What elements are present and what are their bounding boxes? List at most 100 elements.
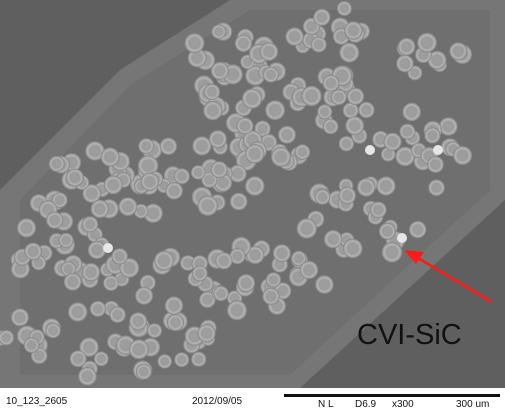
fiber-core	[208, 106, 217, 115]
bright-particle	[433, 145, 443, 155]
fiber-core	[161, 358, 168, 365]
fiber-core	[149, 209, 158, 218]
fiber-core	[387, 247, 397, 257]
fiber-core	[400, 152, 410, 161]
fiber-core	[247, 94, 257, 104]
fiber-core	[35, 352, 43, 360]
fiber-core	[49, 327, 57, 334]
fiber-core	[315, 41, 323, 48]
fiber-core	[178, 356, 185, 364]
fiber-core	[350, 121, 359, 130]
fiber-core	[458, 151, 467, 160]
fiber-core	[216, 67, 224, 75]
fiber-core	[250, 149, 259, 158]
fiber-core	[208, 88, 216, 96]
fiber-core	[239, 39, 248, 48]
fiber-core	[118, 275, 126, 283]
fiber-core	[345, 48, 354, 57]
fiber-core	[73, 307, 82, 317]
fiber-core	[184, 259, 192, 267]
fiber-core	[171, 318, 180, 327]
fiber-core	[164, 142, 173, 151]
fiber-core	[95, 204, 104, 213]
fiber-core	[145, 177, 154, 186]
fiber-core	[53, 160, 61, 168]
fiber-core	[71, 173, 79, 182]
fiber-core	[231, 294, 238, 302]
fiber-core	[68, 278, 77, 286]
fiber-core	[385, 151, 392, 158]
fiber-core	[444, 122, 453, 131]
fiber-core	[388, 137, 397, 146]
fiber-core	[415, 147, 422, 154]
fiber-core	[299, 148, 306, 156]
fiber-core	[170, 301, 178, 310]
fiber-core	[203, 296, 211, 304]
fiber-core	[343, 191, 352, 200]
fiber-core	[137, 208, 145, 215]
sem-info-bar	[0, 388, 505, 415]
fiber-core	[327, 79, 335, 87]
fiber-core	[233, 169, 242, 178]
fiber-core	[160, 182, 168, 189]
fiber-core	[29, 247, 37, 256]
fiber-core	[109, 180, 118, 189]
fiber-core	[267, 71, 275, 79]
fiber-core	[83, 372, 92, 381]
fiber-core	[22, 223, 31, 233]
fiber-core	[228, 70, 238, 79]
fiber-core	[383, 227, 392, 235]
fiber-core	[321, 108, 329, 116]
fiber-core	[307, 91, 317, 101]
fiber-core	[234, 197, 243, 206]
fiber-core	[264, 47, 273, 56]
fiber-core	[40, 249, 48, 257]
fiber-core	[343, 140, 350, 147]
fiber-core	[114, 311, 122, 319]
fiber-core	[362, 106, 370, 114]
fiber-core	[335, 93, 343, 101]
fiber-core	[35, 259, 42, 266]
fiber-core	[143, 161, 153, 171]
fiber-core	[329, 235, 338, 244]
fiber-core	[3, 334, 10, 342]
fiber-core	[351, 92, 360, 101]
fiber-core	[270, 276, 277, 284]
fiber-core	[220, 257, 228, 265]
fiber-core	[196, 270, 204, 277]
fiber-core	[196, 259, 204, 267]
fiber-core	[140, 368, 148, 376]
fiber-core	[18, 253, 27, 261]
fiber-core	[312, 215, 320, 223]
working-distance: D6.9	[355, 399, 377, 410]
fiber-core	[201, 280, 209, 288]
fiber-core	[270, 105, 280, 115]
fiber-core	[283, 130, 291, 139]
fiber-core	[433, 56, 442, 65]
fiber-core	[44, 205, 53, 214]
fiber-core	[195, 355, 202, 363]
fiber-core	[403, 128, 411, 136]
fiber-core	[232, 305, 242, 315]
fiber-core	[74, 355, 82, 363]
fiber-core	[84, 343, 94, 352]
fiber-core	[250, 181, 260, 191]
fiber-core	[241, 122, 249, 130]
fiber-core	[454, 47, 463, 56]
fiber-core	[159, 256, 169, 266]
fiber-core	[87, 268, 95, 277]
fiber-core	[422, 38, 432, 47]
fiber-core	[407, 107, 416, 116]
scale-label: 300 um	[456, 399, 490, 410]
fiber-core	[431, 160, 440, 169]
fiber-core	[215, 28, 222, 35]
fiber-core	[374, 206, 382, 214]
fiber-core	[411, 69, 419, 77]
magnification: x300	[392, 399, 414, 410]
fiber-core	[202, 329, 211, 338]
fiber-core	[134, 317, 143, 326]
fiber-core	[92, 246, 101, 254]
fiber-core	[234, 252, 241, 260]
sem-micrograph: CVI-SiC	[0, 0, 505, 388]
fiber-core	[53, 237, 60, 244]
